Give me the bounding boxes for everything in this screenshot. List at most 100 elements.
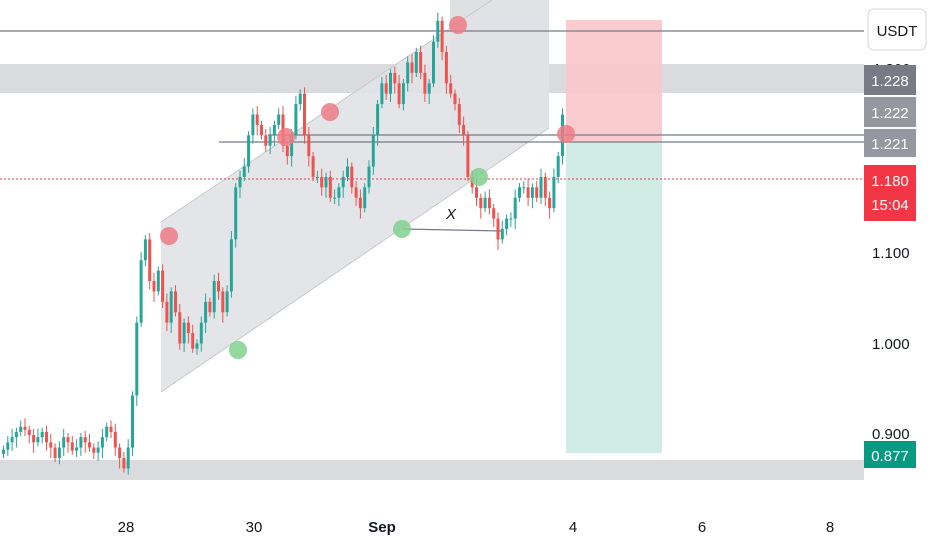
candle-body — [427, 83, 431, 94]
candle-body — [251, 114, 255, 136]
tag-1221: 1.221 — [871, 136, 909, 153]
marker-red-peak-3 — [321, 103, 339, 121]
bar-countdown: 15:04 — [871, 197, 909, 214]
time-tick-30: 30 — [246, 519, 263, 536]
candle-body — [118, 447, 122, 458]
candle-body — [487, 197, 491, 209]
candle-body — [440, 20, 444, 53]
candle-body — [290, 135, 294, 157]
candle-body — [513, 197, 517, 219]
candle-body — [62, 437, 66, 448]
candle-body — [462, 124, 466, 136]
marker-green-low-1 — [229, 341, 247, 359]
candle-body — [40, 431, 44, 438]
candle-body — [174, 291, 177, 313]
support-zone-band — [0, 460, 864, 480]
candle-body — [49, 442, 53, 448]
candle-body — [27, 429, 31, 436]
candle-body — [363, 187, 367, 209]
candle-body — [298, 93, 302, 105]
candle-body — [204, 301, 208, 323]
candle-body — [518, 187, 521, 198]
candle-body — [238, 176, 242, 188]
tag-1228: 1.228 — [871, 73, 909, 90]
candle-body — [406, 62, 410, 84]
last-price-tag: 1.180 — [871, 173, 909, 190]
pattern-x-label: X — [445, 206, 457, 223]
candle-body — [423, 72, 427, 94]
candle-body — [371, 135, 375, 167]
candle-body — [449, 83, 453, 94]
candle-body — [182, 322, 186, 344]
time-tick-8: 8 — [826, 519, 834, 536]
tag-1221-box — [864, 129, 916, 157]
candle-body — [212, 281, 216, 313]
marker-red-peak-4 — [449, 16, 467, 34]
candle-body — [75, 447, 79, 451]
candle-body — [354, 187, 358, 198]
candle-body — [505, 218, 509, 229]
candle-body — [479, 197, 483, 209]
candle-body — [466, 135, 470, 177]
candle-body — [156, 270, 160, 292]
candle-body — [320, 176, 324, 188]
candle-body — [217, 281, 220, 292]
candle-body — [135, 322, 139, 396]
candle-body — [285, 145, 289, 157]
price-tick-3: 0.900 — [872, 426, 910, 443]
candle-body — [311, 156, 315, 177]
candle-body — [268, 135, 272, 146]
candle-body — [96, 447, 100, 453]
candle-body — [277, 114, 281, 125]
candle-body — [148, 239, 152, 282]
take-profit-zone[interactable] — [566, 142, 662, 453]
candle-body — [83, 437, 87, 443]
candle-body — [350, 166, 354, 188]
candle-body — [543, 176, 547, 198]
neckline[interactable] — [402, 228, 503, 232]
candle-body — [341, 176, 345, 188]
price-axis[interactable]: USDT 1.300 1.228 1.222 1.221 1.180 15:04… — [864, 8, 927, 468]
candle-body — [186, 322, 190, 334]
candle-body — [397, 83, 401, 105]
candle-body — [45, 431, 48, 443]
time-axis[interactable]: 28 30 Sep 4 6 8 — [118, 519, 835, 536]
candle-body — [191, 333, 195, 349]
candle-body — [432, 41, 435, 84]
last-price-tag-box[interactable] — [864, 165, 916, 221]
price-tick-2: 1.000 — [872, 336, 910, 353]
candle-body — [139, 260, 143, 323]
price-tick-1: 1.100 — [872, 245, 910, 262]
candle-body — [165, 301, 169, 323]
candle-body — [161, 270, 165, 302]
candle-body — [113, 431, 117, 448]
currency-label: USDT — [877, 23, 918, 40]
candle-body — [247, 135, 251, 167]
candle-body — [32, 435, 36, 443]
candle-body — [109, 426, 113, 432]
candle-body — [526, 187, 530, 198]
candle-body — [346, 166, 349, 177]
candle-body — [88, 442, 91, 448]
candle-body — [453, 93, 457, 105]
candle-body — [419, 52, 423, 73]
candle-body — [457, 104, 461, 125]
candle-body — [260, 124, 263, 136]
stop-loss-zone[interactable] — [566, 20, 662, 142]
candle-body — [552, 176, 556, 209]
candle-body — [242, 166, 246, 177]
candle-body — [66, 437, 70, 443]
candle-body — [57, 447, 61, 458]
candle-body — [255, 114, 259, 125]
candle-body — [389, 72, 392, 94]
candle-body — [152, 281, 156, 292]
candle-body — [509, 218, 513, 220]
candle-body — [92, 447, 96, 453]
currency-badge[interactable] — [867, 8, 927, 51]
candle-body — [105, 426, 109, 438]
candle-body — [315, 176, 319, 178]
candle-body — [384, 83, 388, 94]
candle-body — [496, 218, 500, 240]
candle-body — [272, 124, 276, 136]
